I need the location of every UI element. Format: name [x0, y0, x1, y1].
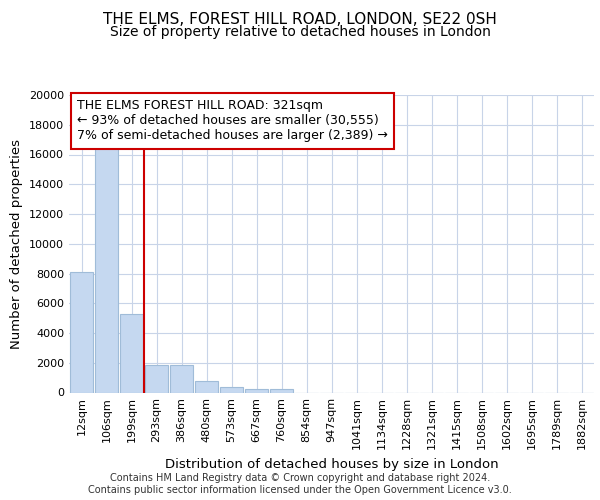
Bar	[120, 314, 143, 392]
Bar	[70, 272, 93, 392]
Text: THE ELMS FOREST HILL ROAD: 321sqm
← 93% of detached houses are smaller (30,555)
: THE ELMS FOREST HILL ROAD: 321sqm ← 93% …	[77, 100, 388, 142]
Bar	[195, 382, 218, 392]
Bar	[95, 147, 118, 392]
Text: Size of property relative to detached houses in London: Size of property relative to detached ho…	[110, 25, 490, 39]
Text: Contains HM Land Registry data © Crown copyright and database right 2024.
Contai: Contains HM Land Registry data © Crown c…	[88, 474, 512, 495]
X-axis label: Distribution of detached houses by size in London: Distribution of detached houses by size …	[164, 458, 499, 471]
Bar	[270, 389, 293, 392]
Bar	[145, 365, 168, 392]
Text: THE ELMS, FOREST HILL ROAD, LONDON, SE22 0SH: THE ELMS, FOREST HILL ROAD, LONDON, SE22…	[103, 12, 497, 28]
Bar	[245, 389, 268, 392]
Bar	[220, 388, 243, 392]
Y-axis label: Number of detached properties: Number of detached properties	[10, 138, 23, 349]
Bar	[170, 365, 193, 392]
